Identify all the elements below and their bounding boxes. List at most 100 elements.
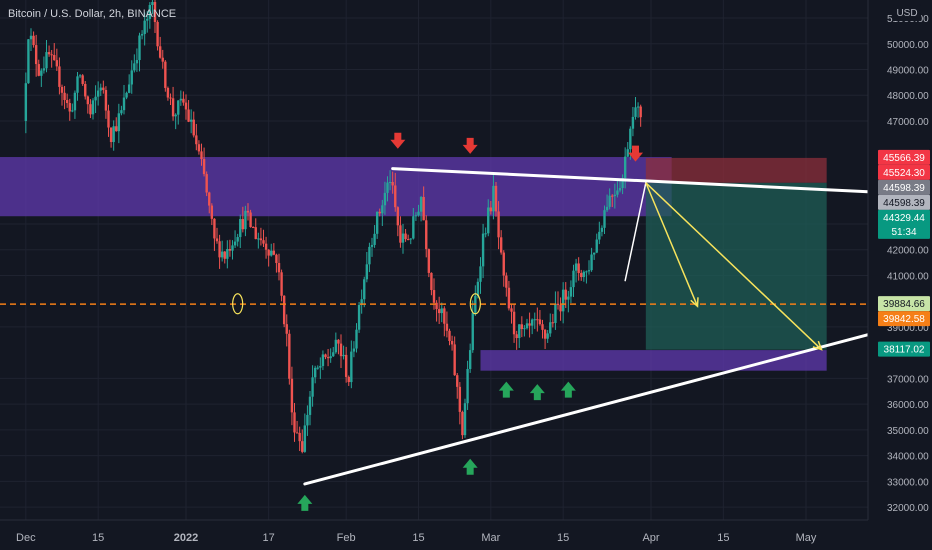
candle-body [171, 98, 175, 117]
candle-body [551, 322, 555, 324]
candle-body [267, 249, 270, 256]
candle-body [202, 159, 206, 175]
up-arrow-marker [529, 384, 545, 401]
candle-body [220, 251, 224, 258]
candle-body [295, 432, 299, 434]
candle-body [487, 207, 490, 234]
price-tick-label: 50000.00 [887, 40, 929, 51]
candle-body [301, 441, 304, 452]
support-trendline [303, 333, 870, 486]
candle-body [561, 289, 565, 312]
candle-body [334, 339, 338, 353]
candle-body [50, 54, 53, 56]
time-axis[interactable] [0, 520, 932, 550]
candle-body [313, 367, 317, 378]
price-label-box [878, 194, 930, 210]
time-tick-label: 15 [557, 532, 569, 544]
candle-body [618, 188, 622, 191]
candle-body [595, 239, 598, 253]
candle-body [572, 270, 575, 288]
candle-body [86, 96, 90, 105]
candle-body [42, 68, 46, 71]
candle-body [458, 386, 462, 412]
candle-body [378, 211, 381, 214]
candle-body [226, 248, 229, 259]
candle-body [47, 52, 51, 55]
price-label-text: 45524.30 [883, 168, 925, 179]
price-axis[interactable] [868, 0, 932, 520]
candle-body [484, 233, 487, 235]
candle-body [76, 76, 79, 93]
candle-body [453, 344, 456, 376]
candle-body [518, 324, 521, 339]
candle-body [164, 61, 167, 88]
candle-body [179, 98, 183, 101]
candle-body [251, 227, 255, 229]
candle-body [409, 238, 412, 240]
candle-body [592, 252, 596, 255]
candle-body [538, 319, 542, 325]
candle-body [556, 303, 560, 306]
candle-body [432, 290, 436, 303]
price-tick-label: 49000.00 [887, 66, 929, 77]
candle-body [231, 245, 234, 251]
support-zone [480, 350, 827, 371]
time-tick-label: 15 [412, 532, 424, 544]
candle-body [481, 233, 485, 267]
candle-body [404, 233, 407, 240]
time-tick-label: 2022 [174, 532, 198, 544]
candle-body [489, 207, 493, 212]
candle-body [370, 244, 374, 247]
candle-body [138, 35, 141, 61]
candle-body [580, 273, 583, 278]
candle-body [386, 182, 389, 193]
price-label-box [878, 164, 930, 180]
candle-body [257, 238, 260, 240]
price-tick-label: 32000.00 [887, 503, 929, 514]
candle-body [528, 323, 531, 326]
time-tick-label: 17 [263, 532, 275, 544]
candle-body [182, 98, 185, 103]
candle-body [228, 248, 232, 251]
candles-layer [24, 0, 642, 454]
candle-body [510, 308, 513, 312]
candle-body [125, 92, 128, 98]
candle-body [99, 87, 102, 91]
candle-body [37, 64, 40, 76]
candle-body [502, 252, 505, 276]
candle-body [65, 100, 69, 104]
candle-body [590, 254, 593, 271]
candle-body [629, 128, 632, 150]
candle-body [391, 181, 394, 186]
candle-body [205, 174, 208, 193]
candle-body [355, 329, 358, 349]
time-tick-label: May [796, 532, 817, 544]
candle-body [368, 246, 371, 265]
time-tick-label: Apr [642, 532, 659, 544]
currency-label: USD [896, 8, 917, 19]
candle-body [435, 302, 438, 310]
candle-body [443, 308, 446, 324]
candle-body [127, 84, 131, 93]
price-labels: 45566.39 45524.30 44598.39 44598.39 44329.44… [878, 149, 930, 357]
candle-body [639, 106, 642, 118]
candle-body [40, 70, 43, 76]
candle-body [254, 227, 257, 240]
candle-body [272, 250, 276, 255]
price-tick-label: 48000.00 [887, 91, 929, 102]
candle-body [158, 46, 162, 58]
candle-body [29, 35, 33, 40]
candle-body [197, 144, 201, 152]
candle-body [236, 237, 239, 242]
candle-body [569, 287, 573, 297]
candle-body [282, 295, 286, 325]
candle-body [603, 210, 606, 228]
currency-badge[interactable] [893, 4, 921, 21]
time-tick-label: 15 [92, 532, 104, 544]
candle-body [249, 212, 252, 228]
candle-body [440, 308, 443, 314]
candle-body [365, 264, 369, 280]
candle-body [499, 237, 503, 253]
price-label-box [878, 179, 930, 195]
